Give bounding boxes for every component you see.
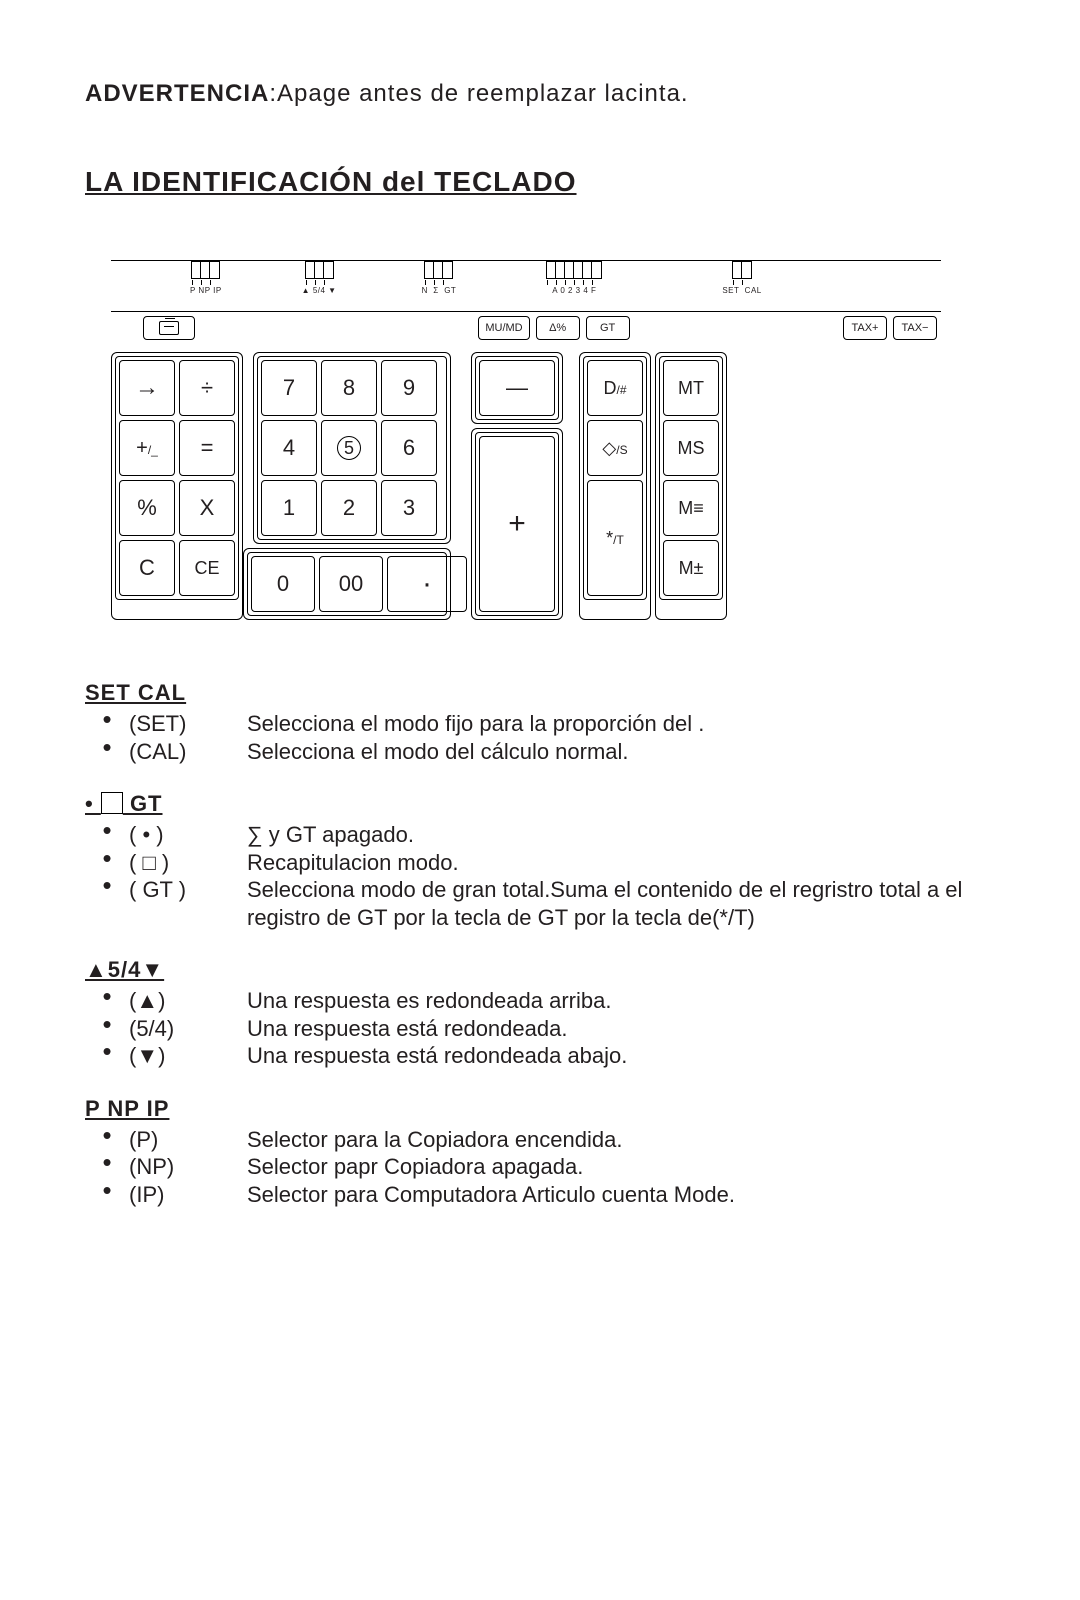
- definition-row: •(NP)Selector papr Copiadora apagada.: [85, 1153, 995, 1181]
- key: +/_: [119, 420, 175, 476]
- description: Una respuesta está redondeada abajo.: [247, 1042, 995, 1070]
- paper-feed-icon: [159, 321, 179, 335]
- keyboard-diagram: P NP IP ▲ 5/4 ▼ N Σ GT A 0 2 3 4 F SET CAL M…: [111, 260, 941, 620]
- subsection-head: SET CAL: [85, 680, 995, 706]
- description: Selecciona modo de gran total.Suma el co…: [247, 876, 995, 931]
- slider-label: N Σ GT: [422, 286, 457, 295]
- term: (CAL): [129, 738, 247, 766]
- left-panel: →÷+/_=%XCCE: [111, 352, 243, 620]
- slider: N Σ GT: [422, 261, 457, 311]
- minus-key: —: [479, 360, 555, 416]
- warning-label: ADVERTENCIA: [85, 80, 269, 107]
- definition-row: •( • )∑ y GT apagado.: [85, 821, 995, 849]
- key: 4: [261, 420, 317, 476]
- description: Selector papr Copiadora apagada.: [247, 1153, 995, 1181]
- description: Selector para Computadora Articulo cuent…: [247, 1181, 995, 1209]
- key: X: [179, 480, 235, 536]
- slider: SET CAL: [722, 261, 761, 311]
- description: Selector para la Copiadora encendida.: [247, 1126, 995, 1154]
- key: =: [179, 420, 235, 476]
- subsection-head: ▲5/4▼: [85, 957, 995, 983]
- number-block: 789456123 000·: [253, 352, 451, 620]
- slider: ▲ 5/4 ▼: [302, 261, 337, 311]
- slider-label: A 0 2 3 4 F: [552, 286, 596, 295]
- key: 2: [321, 480, 377, 536]
- definition-row: •( □ )Recapitulacion modo.: [85, 849, 995, 877]
- fn-key: TAX+: [843, 316, 887, 340]
- key: MT: [663, 360, 719, 416]
- key: 6: [381, 420, 437, 476]
- description: Selecciona el modo del cálculo normal.: [247, 738, 995, 766]
- right-col-l: D/#◇/S*/T: [579, 352, 651, 620]
- key: */T: [587, 480, 643, 596]
- warning-line: ADVERTENCIA:Apage antes de reemplazar la…: [85, 80, 995, 108]
- term: (5/4): [129, 1015, 247, 1043]
- key: 9: [381, 360, 437, 416]
- key: MS: [663, 420, 719, 476]
- key: 7: [261, 360, 317, 416]
- key: ·: [387, 556, 467, 612]
- key: C: [119, 540, 175, 596]
- key: 5: [321, 420, 377, 476]
- fn-key: TAX−: [893, 316, 937, 340]
- key: →: [119, 360, 175, 416]
- term: (▲): [129, 987, 247, 1015]
- slider-label: P NP IP: [190, 286, 222, 295]
- term: (P): [129, 1126, 247, 1154]
- bullet-icon: •: [85, 1042, 129, 1070]
- term: (SET): [129, 710, 247, 738]
- fn-key: MU/MD: [478, 316, 529, 340]
- section-title: LA IDENTIFICACIÓN del TECLADO: [85, 166, 995, 198]
- key: M±: [663, 540, 719, 596]
- slider-label: SET CAL: [722, 286, 761, 295]
- fn-key: Δ%: [536, 316, 580, 340]
- description: Una respuesta es redondeada arriba.: [247, 987, 995, 1015]
- key: 3: [381, 480, 437, 536]
- definition-row: •(CAL)Selecciona el modo del cálculo nor…: [85, 738, 995, 766]
- description: Una respuesta está redondeada.: [247, 1015, 995, 1043]
- subsection-head: P NP IP: [85, 1096, 995, 1122]
- term: (IP): [129, 1181, 247, 1209]
- right-col-r: MTMSM≡M±: [655, 352, 727, 620]
- fn-key: GT: [586, 316, 630, 340]
- definition-row: •(5/4)Una respuesta está redondeada.: [85, 1015, 995, 1043]
- definition-row: •( GT )Selecciona modo de gran total.Sum…: [85, 876, 995, 931]
- plus-key: +: [479, 436, 555, 612]
- term: ( □ ): [129, 849, 247, 877]
- definition-row: •(P)Selector para la Copiadora encendida…: [85, 1126, 995, 1154]
- bullet-icon: •: [85, 1181, 129, 1209]
- key: D/#: [587, 360, 643, 416]
- warning-text: :Apage antes de reemplazar lacinta.: [269, 80, 688, 107]
- fn-key: [143, 316, 195, 340]
- subsection-head: • GT: [85, 791, 995, 817]
- key: ◇/S: [587, 420, 643, 476]
- term: ( GT ): [129, 876, 247, 931]
- definition-row: •(IP)Selector para Computadora Articulo …: [85, 1181, 995, 1209]
- key: ÷: [179, 360, 235, 416]
- op-column: — +: [471, 352, 563, 620]
- key: CE: [179, 540, 235, 596]
- slider: P NP IP: [190, 261, 222, 311]
- bullet-icon: •: [85, 876, 129, 931]
- key: M≡: [663, 480, 719, 536]
- key: 00: [319, 556, 383, 612]
- term: (NP): [129, 1153, 247, 1181]
- key: %: [119, 480, 175, 536]
- definition-row: •(▲)Una respuesta es redondeada arriba.: [85, 987, 995, 1015]
- definition-sections: SET CAL•(SET)Selecciona el modo fijo par…: [85, 680, 995, 1208]
- definition-row: •(▼)Una respuesta está redondeada abajo.: [85, 1042, 995, 1070]
- term: ( • ): [129, 821, 247, 849]
- term: (▼): [129, 1042, 247, 1070]
- slider-label: ▲ 5/4 ▼: [302, 286, 337, 295]
- slider: A 0 2 3 4 F: [546, 261, 602, 311]
- key: 8: [321, 360, 377, 416]
- description: ∑ y GT apagado.: [247, 821, 995, 849]
- description: Recapitulacion modo.: [247, 849, 995, 877]
- key: 0: [251, 556, 315, 612]
- description: Selecciona el modo fijo para la proporci…: [247, 710, 995, 738]
- key: 1: [261, 480, 317, 536]
- definition-row: •(SET)Selecciona el modo fijo para la pr…: [85, 710, 995, 738]
- bullet-icon: •: [85, 738, 129, 766]
